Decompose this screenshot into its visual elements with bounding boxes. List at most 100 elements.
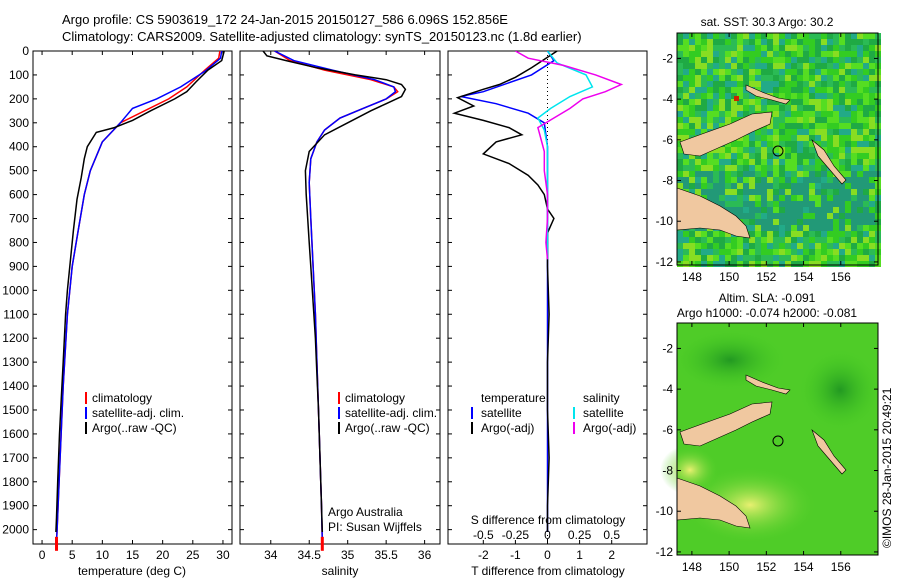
- s-tick-label: -0.5: [473, 528, 494, 542]
- sst-pixel: [839, 69, 845, 75]
- sst-pixel: [785, 243, 791, 249]
- sst-pixel: [839, 189, 845, 195]
- sst-pixel: [815, 195, 821, 201]
- sst-pixel: [851, 159, 857, 165]
- sst-pixel: [743, 213, 749, 219]
- sst-pixel: [731, 117, 737, 123]
- sst-pixel: [683, 129, 689, 135]
- sst-pixel: [761, 81, 767, 87]
- sst-pixel: [731, 33, 737, 39]
- sst-pixel: [737, 99, 743, 105]
- sst-pixel: [677, 51, 683, 57]
- sst-pixel: [701, 111, 707, 117]
- sst-pixel: [821, 75, 827, 81]
- sst-pixel: [809, 111, 815, 117]
- sst-pixel: [803, 51, 809, 57]
- sst-pixel: [719, 51, 725, 57]
- series-climatology: [55, 51, 221, 542]
- sst-pixel: [845, 63, 851, 69]
- sst-pixel: [839, 147, 845, 153]
- sst-pixel: [713, 177, 719, 183]
- sst-pixel: [719, 231, 725, 237]
- sst-pixel: [707, 249, 713, 255]
- sst-pixel: [857, 249, 863, 255]
- sst-pixel: [815, 111, 821, 117]
- sst-pixel: [797, 261, 803, 267]
- sst-pixel: [725, 63, 731, 69]
- x-tick-label: -2: [478, 548, 489, 562]
- sst-pixel: [695, 177, 701, 183]
- sst-pixel: [857, 129, 863, 135]
- sst-pixel: [713, 159, 719, 165]
- sst-pixel: [869, 147, 875, 153]
- sst-pixel: [821, 177, 827, 183]
- sst-pixel: [779, 249, 785, 255]
- sst-pixel: [755, 153, 761, 159]
- sst-pixel: [737, 195, 743, 201]
- sst-pixel: [743, 147, 749, 153]
- sst-pixel: [767, 147, 773, 153]
- sst-pixel: [869, 33, 875, 39]
- sst-pixel: [719, 165, 725, 171]
- sst-pixel: [773, 63, 779, 69]
- sst-pixel: [707, 255, 713, 261]
- sst-pixel: [827, 69, 833, 75]
- sst-pixel: [845, 189, 851, 195]
- sst-pixel: [779, 201, 785, 207]
- climatology-endpoint: [55, 536, 59, 551]
- sst-pixel: [743, 39, 749, 45]
- sst-pixel: [809, 105, 815, 111]
- sst-pixel: [869, 171, 875, 177]
- sst-pixel: [737, 213, 743, 219]
- sst-pixel: [809, 255, 815, 261]
- sst-pixel: [683, 249, 689, 255]
- sst-pixel: [731, 183, 737, 189]
- sst-pixel: [791, 99, 797, 105]
- sst-pixel: [755, 195, 761, 201]
- sst-pixel: [791, 69, 797, 75]
- sst-pixel: [821, 141, 827, 147]
- sst-pixel: [857, 255, 863, 261]
- sst-pixel: [713, 99, 719, 105]
- sst-pixel: [713, 261, 719, 267]
- sst-pixel: [749, 237, 755, 243]
- sst-pixel: [815, 177, 821, 183]
- sst-pixel: [773, 57, 779, 63]
- sst-pixel: [761, 189, 767, 195]
- sst-pixel: [815, 243, 821, 249]
- sst-pixel: [791, 33, 797, 39]
- sst-pixel: [803, 171, 809, 177]
- sst-pixel: [863, 141, 869, 147]
- sst-pixel: [719, 45, 725, 51]
- sst-pixel: [833, 183, 839, 189]
- sst-pixel: [743, 93, 749, 99]
- sst-pixel: [809, 75, 815, 81]
- sst-pixel: [683, 69, 689, 75]
- sst-pixel: [791, 213, 797, 219]
- x-tick-label: -1: [510, 548, 521, 562]
- sst-pixel: [785, 177, 791, 183]
- sst-pixel: [755, 165, 761, 171]
- sst-pixel: [845, 141, 851, 147]
- sst-pixel: [857, 171, 863, 177]
- sst-pixel: [857, 117, 863, 123]
- sst-pixel: [719, 57, 725, 63]
- sst-pixel: [719, 201, 725, 207]
- sst-pixel: [719, 123, 725, 129]
- sst-pixel: [677, 45, 683, 51]
- sst-pixel: [851, 249, 857, 255]
- sst-pixel: [689, 255, 695, 261]
- bougainville-land: [811, 139, 847, 185]
- sst-pixel: [713, 243, 719, 249]
- sst-pixel: [833, 39, 839, 45]
- sst-pixel: [677, 261, 683, 267]
- sst-pixel: [803, 219, 809, 225]
- sst-pixel: [689, 117, 695, 123]
- sst-pixel: [755, 177, 761, 183]
- sst-pixel: [749, 225, 755, 231]
- sst-pixel: [851, 219, 857, 225]
- sst-pixel: [809, 135, 815, 141]
- x-tick-label: 20: [156, 548, 170, 562]
- sst-pixel: [815, 231, 821, 237]
- sst-pixel: [761, 153, 767, 159]
